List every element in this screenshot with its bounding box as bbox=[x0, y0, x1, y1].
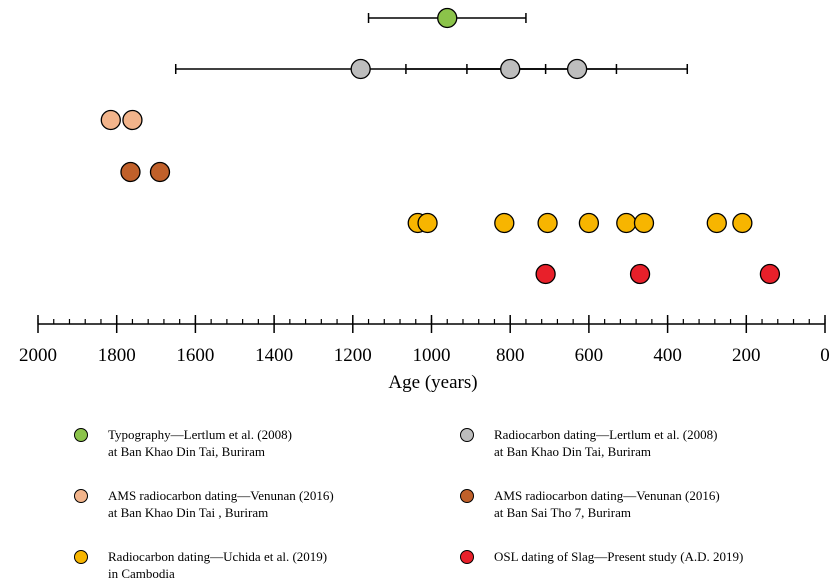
legend-label: Radiocarbon dating—Lertlum et al. (2008) bbox=[494, 427, 718, 442]
data-point bbox=[350, 58, 371, 80]
data-point bbox=[417, 212, 438, 234]
legend-label: OSL dating of Slag—Present study (A.D. 2… bbox=[494, 549, 744, 564]
x-tick-label: 1000 bbox=[413, 345, 451, 366]
legend-label: Radiocarbon dating—Uchida et al. (2019) bbox=[108, 549, 328, 564]
legend-marker bbox=[74, 489, 88, 503]
data-point bbox=[759, 263, 781, 285]
legend-marker bbox=[460, 489, 474, 503]
legend-item-ams-khao-din-tai: AMS radiocarbon dating—Venunan (2016) at… bbox=[74, 487, 334, 521]
data-point bbox=[494, 212, 515, 234]
x-tick-label: 1400 bbox=[255, 345, 293, 366]
data-point bbox=[732, 212, 753, 234]
data-point bbox=[120, 161, 141, 183]
legend: Typography—Lertlum et al. (2008) at Ban … bbox=[0, 420, 830, 582]
data-point bbox=[616, 212, 637, 234]
data-point bbox=[500, 58, 521, 80]
chart-plot-area: 2000 1800 1600 1400 1200 1000 800 600 400 200 0 Ag… bbox=[19, 7, 830, 393]
legend-label-line2: at Ban Khao Din Tai, Buriram bbox=[494, 444, 651, 459]
legend-item-radiocarbon-uchida: Radiocarbon dating—Uchida et al. (2019) … bbox=[74, 548, 327, 582]
legend-item-ams-sai-tho: AMS radiocarbon dating—Venunan (2016) at… bbox=[460, 487, 720, 521]
legend-item-radiocarbon-lertlum: Radiocarbon dating—Lertlum et al. (2008)… bbox=[460, 426, 717, 460]
data-point bbox=[537, 212, 558, 234]
legend-marker bbox=[460, 428, 474, 442]
data-point bbox=[629, 263, 651, 285]
x-axis: 2000 1800 1600 1400 1200 1000 800 600 400 200 0 bbox=[19, 315, 830, 366]
x-tick-label: 2000 bbox=[19, 345, 57, 366]
data-point bbox=[149, 161, 171, 183]
x-tick-label: 600 bbox=[575, 345, 604, 366]
legend-label-line2: at Ban Sai Tho 7, Buriram bbox=[494, 505, 631, 520]
legend-label: AMS radiocarbon dating—Venunan (2016) bbox=[494, 488, 720, 503]
x-tick-label: 1600 bbox=[176, 345, 214, 366]
legend-marker bbox=[460, 550, 474, 564]
x-tick-label: 200 bbox=[732, 345, 761, 366]
legend-item-osl-present-study: OSL dating of Slag—Present study (A.D. 2… bbox=[460, 548, 743, 565]
data-point bbox=[535, 263, 556, 285]
legend-label-line2: at Ban Khao Din Tai , Buriram bbox=[108, 505, 269, 520]
x-tick-label: 1800 bbox=[98, 345, 136, 366]
data-point bbox=[706, 212, 727, 234]
error-bars bbox=[102, 13, 689, 177]
legend-label: AMS radiocarbon dating—Venunan (2016) bbox=[108, 488, 334, 503]
legend-marker bbox=[74, 550, 88, 564]
data-point bbox=[437, 7, 458, 29]
x-tick-label: 400 bbox=[653, 345, 682, 366]
data-point bbox=[122, 109, 143, 131]
x-axis-title: Age (years) bbox=[388, 372, 477, 393]
data-points bbox=[100, 7, 781, 285]
legend-label: Typography—Lertlum et al. (2008) bbox=[108, 427, 292, 442]
legend-label-line2: in Cambodia bbox=[108, 566, 175, 581]
data-point bbox=[633, 212, 655, 234]
legend-label-line2: at Ban Khao Din Tai, Buriram bbox=[108, 444, 265, 459]
data-point bbox=[566, 58, 588, 80]
legend-marker bbox=[74, 428, 88, 442]
data-point bbox=[100, 109, 121, 131]
legend-item-typography-lertlum: Typography—Lertlum et al. (2008) at Ban … bbox=[74, 426, 292, 460]
x-tick-label: 1200 bbox=[334, 345, 372, 366]
data-point bbox=[578, 212, 600, 234]
x-tick-label: 0 bbox=[820, 345, 830, 366]
x-tick-label: 800 bbox=[496, 345, 525, 366]
